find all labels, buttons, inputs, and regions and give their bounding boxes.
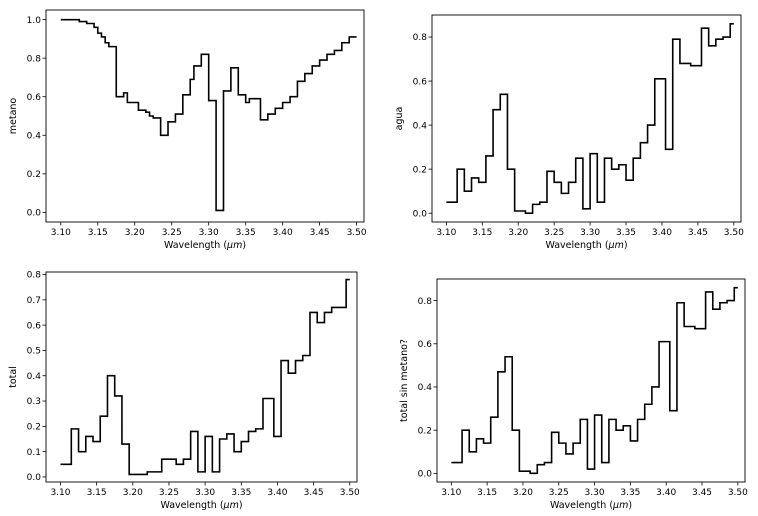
y-axis-label: metano — [8, 98, 19, 135]
x-axis-label-close: ) — [242, 240, 246, 251]
chart-panel-1: 3.10 3.15 3.20 3.25 3.30 3.35 3.40 3.45 3.50 0.0 0… — [8, 9, 367, 251]
series-line — [446, 23, 734, 214]
y-tick-label: 0.0 — [413, 209, 428, 219]
x-tick-label: 3.50 — [728, 488, 748, 498]
x-tick-label: 3.25 — [544, 228, 564, 238]
x-tick-label: 3.45 — [688, 228, 708, 238]
series-line — [60, 278, 350, 476]
x-axis-label: Wavelength (µm) — [545, 240, 627, 251]
x-tick-label: 3.40 — [656, 488, 676, 498]
y-tick-label: 0.4 — [27, 372, 42, 382]
x-tick-label: 3.10 — [441, 488, 461, 498]
y-tick-label: 0.4 — [418, 383, 433, 393]
x-tick-label: 3.10 — [50, 488, 70, 498]
x-axis-unit: µm — [608, 240, 624, 251]
x-tick-label: 3.20 — [508, 228, 528, 238]
y-tick-label: 0.0 — [27, 473, 42, 483]
x-axis-label-text: Wavelength — [545, 240, 601, 251]
x-tick-label: 3.50 — [724, 228, 744, 238]
y-tick-label: 0.6 — [413, 77, 428, 87]
plot-frame — [431, 14, 742, 223]
y-tick-label: 0.8 — [27, 54, 42, 64]
chart-panel-2: 3.10 3.15 3.20 3.25 3.30 3.35 3.40 3.45 3.50 0.0 0… — [394, 14, 744, 251]
y-tick-label: 0.8 — [418, 297, 433, 307]
x-tick-label: 3.50 — [340, 488, 360, 498]
x-tick-label: 3.25 — [162, 228, 182, 238]
x-tick-label: 3.35 — [620, 488, 640, 498]
x-tick-label: 3.25 — [549, 488, 569, 498]
x-tick-label: 3.20 — [123, 488, 143, 498]
x-tick-label: 3.35 — [236, 228, 256, 238]
x-tick-label: 3.30 — [580, 228, 600, 238]
y-tick-label: 1.0 — [27, 16, 42, 26]
x-axis-unit: µm — [612, 500, 628, 511]
plot-frame — [45, 9, 365, 223]
y-axis-label: total sin metano? — [399, 339, 410, 422]
x-tick-label: 3.35 — [231, 488, 251, 498]
y-tick-label: 0.3 — [27, 397, 41, 407]
x-tick-label: 3.20 — [513, 488, 533, 498]
x-tick-label: 3.20 — [125, 228, 145, 238]
x-tick-label: 3.30 — [195, 488, 215, 498]
y-tick-label: 0.2 — [27, 423, 41, 433]
x-tick-label: 3.30 — [585, 488, 605, 498]
x-axis-label-open: ( — [602, 240, 609, 251]
x-tick-label: 3.50 — [347, 228, 367, 238]
plot-frame — [436, 278, 746, 483]
x-tick-label: 3.40 — [652, 228, 672, 238]
x-axis-label-text: Wavelength — [550, 500, 606, 511]
y-axis-label: agua — [394, 107, 405, 131]
x-axis-label-close: ) — [628, 500, 632, 511]
x-tick-label: 3.45 — [692, 488, 712, 498]
y-tick-label: 0.2 — [418, 426, 432, 436]
y-tick-label: 0.1 — [27, 448, 41, 458]
x-tick-label: 3.10 — [436, 228, 456, 238]
x-axis-label: Wavelength (µm) — [550, 500, 632, 511]
x-tick-label: 3.15 — [87, 488, 107, 498]
x-tick-label: 3.10 — [51, 228, 71, 238]
x-axis-unit: µm — [226, 240, 242, 251]
y-tick-label: 0.6 — [418, 340, 433, 350]
x-tick-label: 3.45 — [304, 488, 324, 498]
y-tick-label: 0.6 — [27, 321, 42, 331]
y-tick-label: 0.0 — [27, 209, 42, 219]
x-tick-label: 3.15 — [88, 228, 108, 238]
chart-panel-3: 3.10 3.15 3.20 3.25 3.30 3.35 3.40 3.45 3.50 0.0 0… — [8, 271, 360, 511]
x-axis-label: Wavelength (µm) — [164, 240, 246, 251]
y-tick-label: 0.2 — [27, 170, 41, 180]
y-tick-label: 0.8 — [27, 271, 42, 281]
x-axis-label-open: ( — [606, 500, 613, 511]
x-tick-label: 3.40 — [267, 488, 287, 498]
y-tick-label: 0.5 — [27, 347, 41, 357]
y-axis-label: total — [8, 366, 19, 388]
x-tick-label: 3.15 — [472, 228, 492, 238]
y-tick-label: 0.7 — [27, 296, 41, 306]
x-axis-label-text: Wavelength — [164, 240, 220, 251]
series-line — [451, 286, 738, 475]
x-tick-label: 3.25 — [159, 488, 179, 498]
plot-frame — [45, 271, 358, 483]
x-axis-label-open: ( — [217, 500, 224, 511]
x-axis-label-text: Wavelength — [160, 500, 216, 511]
x-tick-label: 3.30 — [199, 228, 219, 238]
y-tick-label: 0.2 — [413, 165, 427, 175]
chart-panel-4: 3.10 3.15 3.20 3.25 3.30 3.35 3.40 3.45 3.50 0.0 0… — [399, 278, 748, 511]
x-axis-label-close: ) — [239, 500, 243, 511]
y-tick-label: 0.6 — [27, 93, 42, 103]
x-tick-label: 3.35 — [616, 228, 636, 238]
y-tick-label: 0.4 — [413, 121, 428, 131]
x-axis-unit: µm — [223, 500, 239, 511]
x-axis-label-close: ) — [624, 240, 628, 251]
series-line — [60, 18, 357, 212]
x-tick-label: 3.45 — [310, 228, 330, 238]
x-tick-label: 3.40 — [273, 228, 293, 238]
y-tick-label: 0.4 — [27, 131, 42, 141]
y-tick-label: 0.8 — [413, 33, 428, 43]
x-axis-label: Wavelength (µm) — [160, 500, 242, 511]
x-tick-label: 3.15 — [477, 488, 497, 498]
y-tick-label: 0.0 — [418, 470, 433, 480]
x-axis-label-open: ( — [220, 240, 227, 251]
